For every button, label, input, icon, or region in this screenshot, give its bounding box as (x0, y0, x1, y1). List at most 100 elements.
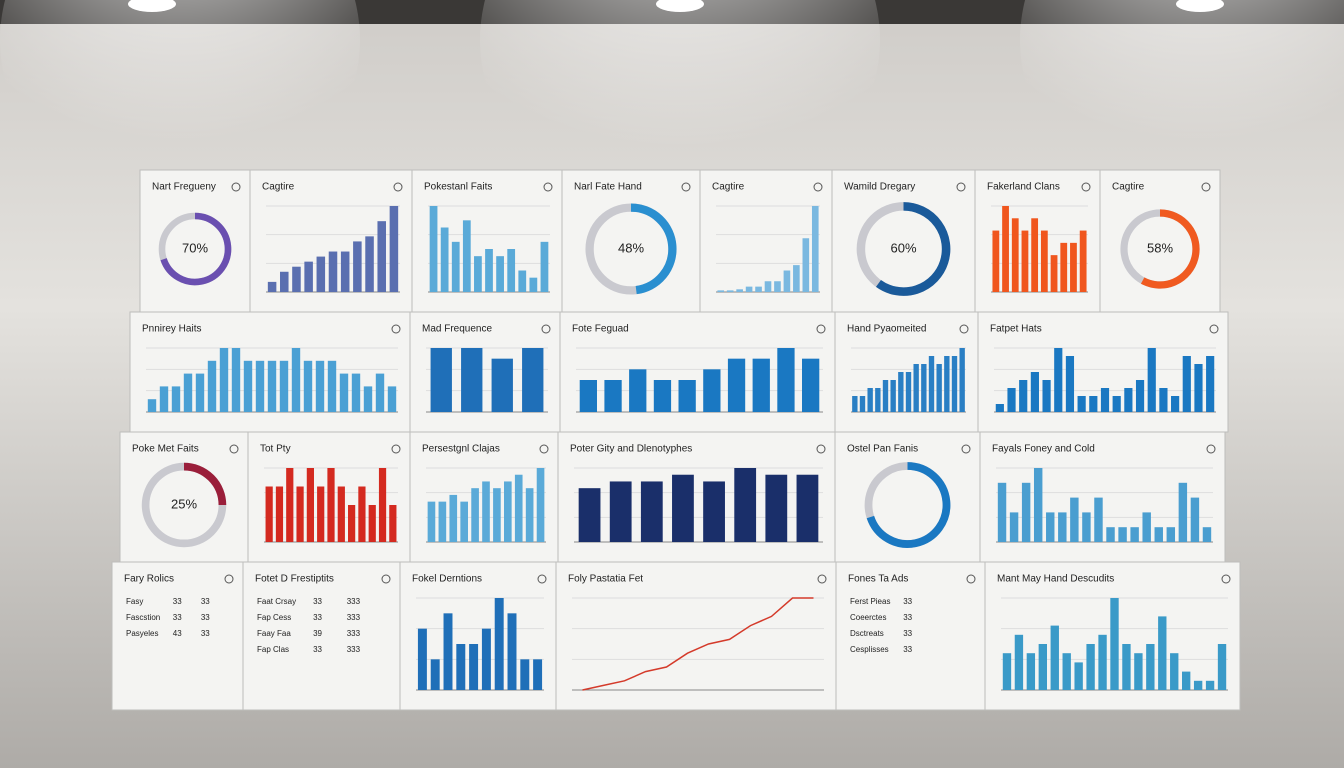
bar (275, 486, 284, 542)
panel-icon (961, 444, 971, 454)
bar (1038, 644, 1047, 690)
bar (280, 271, 289, 292)
bar (1077, 396, 1086, 412)
bar (1206, 356, 1215, 412)
panel-icon (1221, 574, 1231, 584)
bar (678, 380, 696, 412)
bar (629, 369, 647, 412)
bar (482, 481, 490, 542)
panel (835, 561, 986, 711)
bar (504, 481, 512, 542)
bar (764, 281, 772, 292)
bar (1002, 653, 1012, 690)
bar (507, 249, 516, 292)
bar (427, 501, 436, 542)
donut-arc (1140, 209, 1200, 289)
panel-title: Cagtire (262, 182, 295, 193)
bar (481, 628, 491, 690)
bar (219, 348, 229, 412)
bar (765, 474, 788, 542)
table-cell: Coeerctes (850, 613, 886, 622)
bar (536, 468, 545, 542)
table-cell: 33 (173, 597, 182, 606)
panel-title: Fayals Foney and Cold (992, 444, 1095, 455)
bar (640, 481, 663, 542)
bar (378, 468, 387, 542)
bar (745, 286, 753, 292)
table-cell: Pasyeles (126, 629, 158, 638)
bar (231, 348, 241, 412)
bar (726, 290, 734, 292)
bar (1098, 634, 1107, 690)
table-cell: 33 (903, 629, 912, 638)
bar (375, 373, 385, 412)
donut-arc (866, 462, 951, 548)
panel-title: Tot Pty (260, 444, 291, 455)
bar (377, 221, 386, 292)
panel-title: Cagtire (1112, 182, 1145, 193)
table-cell: 43 (173, 629, 182, 638)
table-cell: Fap Cess (257, 613, 291, 622)
donut-label: 58% (1147, 240, 1173, 255)
bar (727, 358, 746, 412)
bar (291, 348, 301, 412)
bar (365, 236, 374, 292)
panel-title: Wamild Dregary (844, 182, 915, 193)
table-cell: 33 (201, 597, 210, 606)
panel-title: Fatpet Hats (990, 324, 1042, 335)
bar (339, 373, 349, 412)
table-cell: 333 (347, 629, 361, 638)
bar (327, 360, 337, 412)
panel-icon (817, 574, 827, 584)
table-cell: Fasy (126, 597, 143, 606)
panel-icon (229, 444, 239, 454)
bar (522, 348, 544, 412)
panel-title: Nart Fregueny (152, 182, 216, 193)
bar (1011, 218, 1019, 292)
table-cell: Dsctreats (850, 629, 884, 638)
bar (265, 486, 273, 542)
bar (1146, 644, 1155, 690)
bar (890, 380, 896, 412)
bar (913, 364, 919, 412)
bar (653, 380, 672, 412)
bar (456, 644, 466, 690)
table-cell: 33 (201, 613, 210, 622)
bar (1033, 468, 1043, 542)
bar (525, 488, 534, 542)
panel-title: Pokestanl Faits (424, 182, 492, 193)
bar (921, 364, 927, 412)
table-cell: 33 (903, 613, 912, 622)
bar (340, 251, 350, 292)
panel (111, 561, 244, 711)
bar (1026, 653, 1036, 690)
bar (348, 505, 356, 542)
bar (1050, 625, 1059, 690)
table-cell: 33 (173, 613, 182, 622)
bar (1046, 512, 1055, 542)
panel-title: Fokel Derntions (412, 574, 482, 585)
panel-title: Fote Feguad (572, 324, 629, 335)
bar (796, 474, 819, 542)
bar (717, 290, 725, 292)
lamp (656, 0, 704, 12)
bar (777, 348, 795, 412)
panel-icon (956, 182, 966, 192)
bar (485, 249, 493, 292)
lamp (1176, 0, 1224, 12)
bar (1021, 482, 1031, 542)
panel-icon (224, 574, 234, 584)
bar (1202, 527, 1212, 542)
bar (1166, 527, 1176, 542)
bar (944, 356, 950, 412)
donut-arc (183, 462, 227, 506)
bar (905, 372, 912, 412)
panel-icon (393, 182, 403, 192)
bar (1118, 527, 1127, 542)
bar (1110, 598, 1119, 690)
bar (1019, 380, 1028, 412)
table-cell: 333 (347, 597, 361, 606)
bar (389, 505, 397, 542)
bar (493, 488, 501, 542)
